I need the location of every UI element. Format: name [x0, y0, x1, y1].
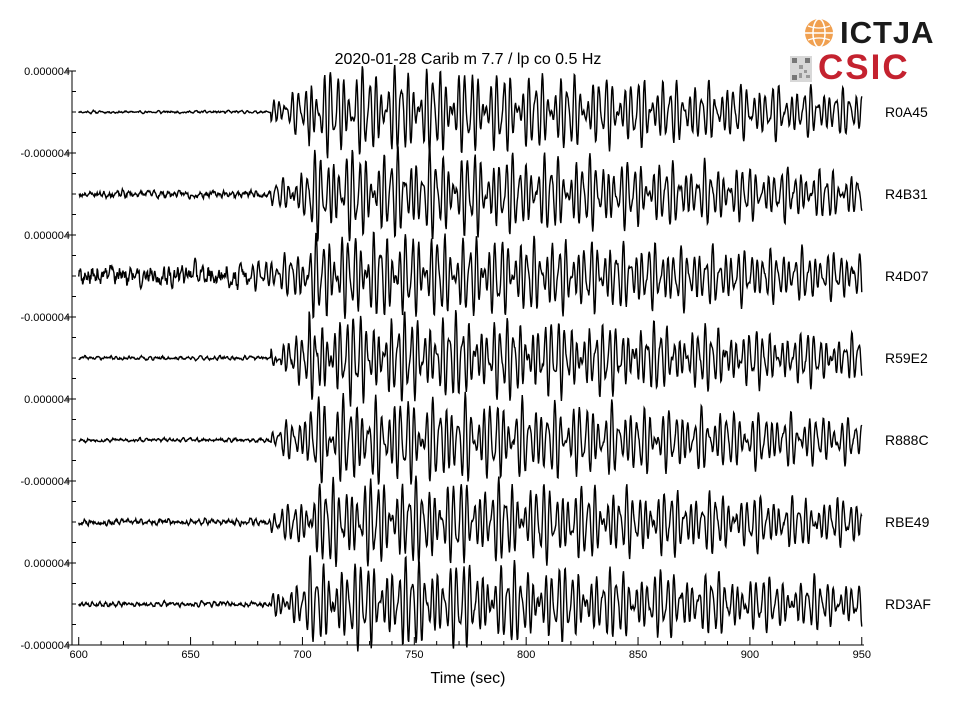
trace-label-rbe49: RBE49: [885, 514, 930, 530]
trace-r59e2: [78, 310, 863, 407]
y-tick-label: -0.000004: [20, 148, 70, 160]
x-tick-label: 600: [70, 649, 88, 661]
trace-r4d07: [78, 231, 863, 320]
x-axis-label: Time (sec): [431, 670, 506, 687]
y-tick-label: 0.000004: [24, 558, 70, 570]
y-tick-label: -0.000004: [20, 476, 70, 488]
trace-label-r4d07: R4D07: [885, 268, 929, 284]
trace-rd3af: [78, 555, 863, 652]
trace-r4b31: [78, 146, 863, 242]
trace-label-r0a45: R0A45: [885, 104, 928, 120]
trace-label-r888c: R888C: [885, 432, 929, 448]
logo-ictja-text: ICTJA: [840, 15, 935, 50]
y-axis: 0.000004 -0.000004 0.000004 -0.000004 0.0000…: [20, 66, 76, 652]
y-tick-label: 0.000004: [24, 394, 70, 406]
qr-code-icon: [790, 56, 812, 82]
trace-r888c: [78, 391, 863, 485]
trace-label-rd3af: RD3AF: [885, 596, 931, 612]
x-tick-label: 950: [853, 649, 871, 661]
ictja-csic-logo: ICTJA CSIC: [788, 12, 948, 90]
y-tick-label: 0.000004: [24, 230, 70, 242]
chart-title: 2020-01-28 Carib m 7.7 / lp co 0.5 Hz: [335, 51, 602, 68]
x-tick-label: 800: [517, 649, 535, 661]
trace-label-r59e2: R59E2: [885, 350, 928, 366]
y-tick-label: -0.000004: [20, 640, 70, 652]
logo-csic-text: CSIC: [818, 48, 910, 87]
x-tick-label: 850: [629, 649, 647, 661]
x-tick-label: 700: [293, 649, 311, 661]
y-tick-label: -0.000004: [20, 312, 70, 324]
x-tick-label: 650: [181, 649, 199, 661]
trace-r0a45: [78, 65, 863, 159]
y-tick-label: 0.000004: [24, 66, 70, 78]
trace-label-r4b31: R4B31: [885, 186, 928, 202]
trace-rbe49: [78, 475, 863, 567]
traces-group: R0A45 R4B31 R4D07 R59E2 R888C RBE49 RD3AF: [78, 65, 931, 652]
x-axis: 600 650 700 750 800 850 900 950: [70, 637, 871, 661]
globe-icon: [805, 18, 833, 48]
x-tick-label: 750: [405, 649, 423, 661]
x-tick-label: 900: [741, 649, 759, 661]
